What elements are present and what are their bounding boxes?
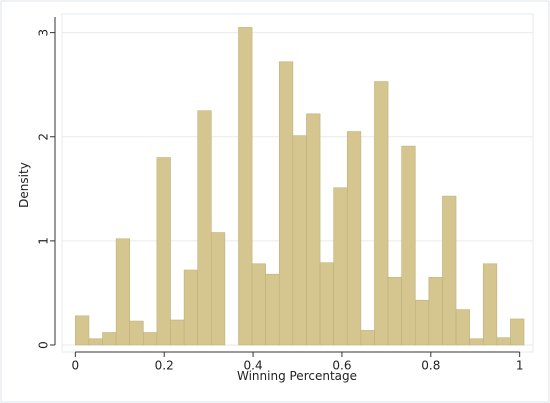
bar [292,135,307,346]
bar [278,61,294,346]
bar [75,315,90,346]
bar [170,319,185,346]
y-tick-label: 3 [37,29,51,37]
bar [183,269,199,346]
y-tick-label: 1 [37,237,51,245]
bar [469,338,484,346]
y-tick-label: 2 [37,133,51,141]
bar [346,131,362,346]
bar [387,277,402,346]
bar [265,273,280,346]
x-tick-label: 0.8 [421,359,440,373]
bar [442,195,457,346]
bar [197,110,212,346]
bar [510,318,525,346]
bar [401,145,416,346]
bar [251,263,266,346]
bar [143,332,158,346]
bar [428,277,443,346]
bar [319,262,334,346]
bar [414,299,430,346]
bar [360,330,375,346]
bar [455,309,470,346]
bar [102,332,117,346]
bar [333,187,348,346]
bar [156,157,171,346]
x-tick-label: 1 [516,359,524,373]
bar [115,238,131,346]
bar [238,27,253,346]
bar [496,337,511,346]
y-tick-label: 0 [37,341,51,349]
bar [210,232,226,346]
bar [482,263,498,346]
x-axis-label: Winning Percentage [237,369,357,383]
bar [306,113,321,346]
bar [129,320,144,346]
bar [374,81,389,346]
y-axis-label: Density [17,162,31,208]
x-tick-label: 0.2 [155,359,174,373]
x-tick-label: 0.6 [332,359,351,373]
bar [88,338,103,346]
x-tick-label: 0 [72,359,80,373]
x-tick-label: 0.4 [244,359,263,373]
